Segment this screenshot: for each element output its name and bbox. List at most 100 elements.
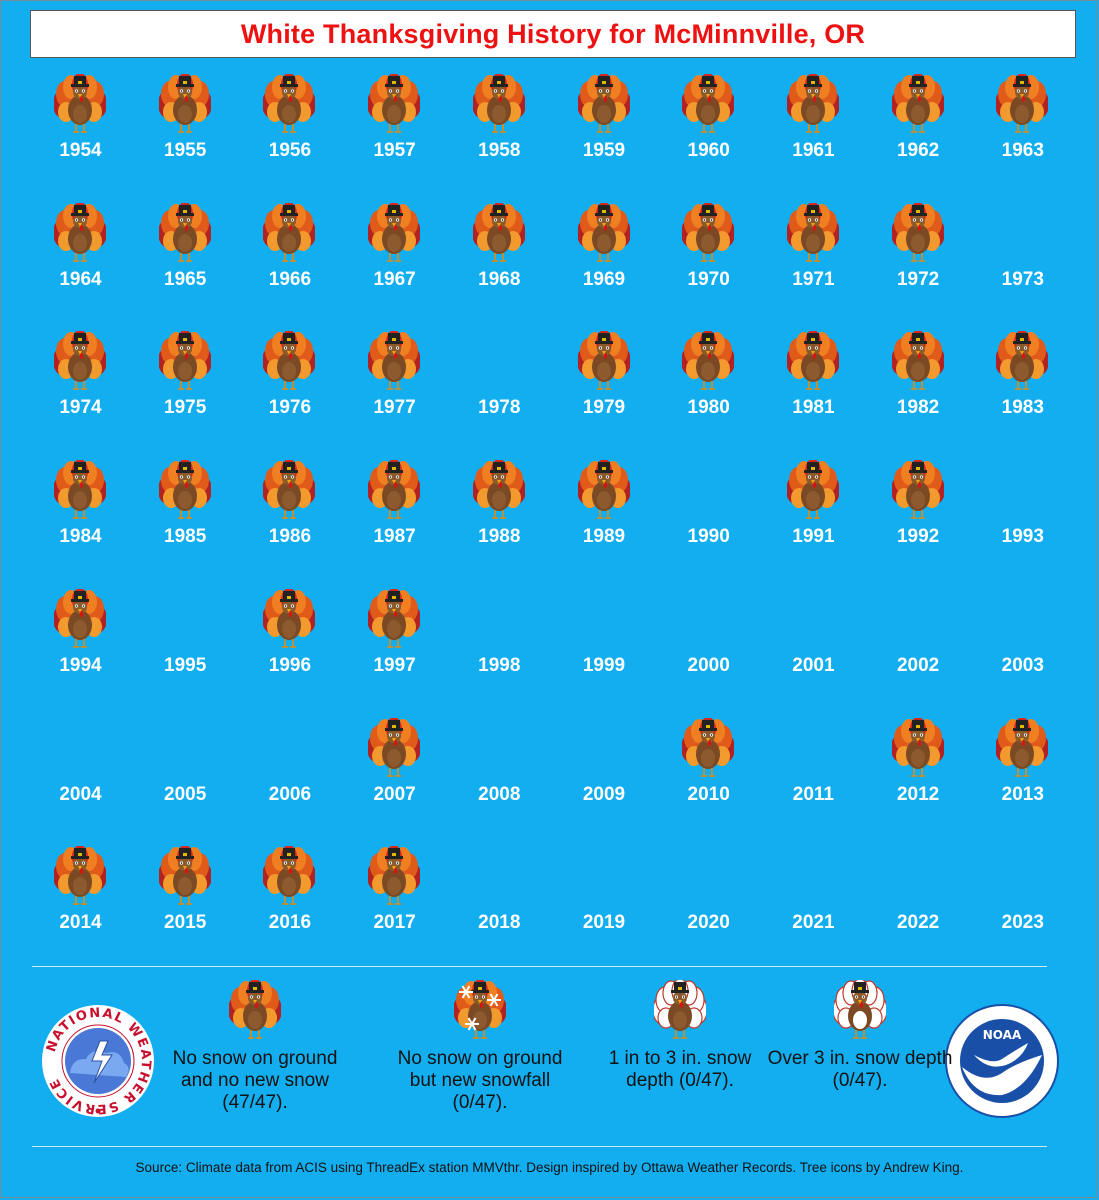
turkey-icon	[785, 459, 840, 520]
year-label: 1969	[582, 268, 626, 290]
year-cell: 2023	[970, 842, 1075, 970]
year-label: 1979	[582, 397, 626, 419]
turkey-icon	[785, 201, 840, 263]
turkey-icon	[262, 459, 317, 520]
turkey-icon	[890, 716, 945, 778]
year-label: 2014	[59, 912, 102, 934]
year-label: 1966	[268, 268, 312, 290]
year-cell: 1979	[552, 327, 657, 455]
year-cell: 1962	[866, 70, 971, 198]
year-cell: 2008	[447, 714, 552, 842]
noaa-logo-text: NOAA	[983, 1028, 1022, 1042]
year-cell: 1988	[447, 456, 552, 584]
year-cell: 1990	[656, 456, 761, 584]
year-label: 1989	[582, 526, 626, 548]
year-label: 2001	[792, 654, 835, 676]
turkey-icon	[576, 73, 631, 134]
year-cell: 1967	[342, 199, 447, 327]
year-label: 1985	[164, 526, 207, 548]
year-label: 2005	[164, 783, 207, 805]
year-label: 2000	[687, 654, 730, 676]
year-label: 1992	[896, 526, 940, 548]
year-cell: 1956	[237, 70, 342, 198]
year-label: 2003	[1001, 654, 1044, 676]
title-box: White Thanksgiving History for McMinnvil…	[30, 10, 1076, 58]
year-cell: 2013	[970, 714, 1075, 842]
turkey-icon	[471, 201, 526, 263]
turkey-icon	[995, 716, 1050, 778]
year-label: 1991	[792, 526, 835, 548]
year-cell: 1984	[28, 456, 133, 584]
turkey-icon	[785, 73, 840, 134]
legend-item: No snow on ground and no new snow (47/47…	[160, 979, 350, 1114]
legend-label: Over 3 in. snow depth (0/47).	[767, 1048, 953, 1091]
year-grid: 1954 1955 1956 1957 1958 1959 1960 1961 1962 1963…	[28, 70, 1078, 950]
year-label: 2012	[896, 783, 940, 805]
year-cell: 1976	[237, 327, 342, 455]
year-cell: 1958	[447, 70, 552, 198]
year-label: 1996	[268, 654, 312, 676]
year-label: 2004	[59, 783, 102, 805]
year-label: 1959	[582, 140, 626, 161]
turkey-icon	[576, 201, 631, 263]
year-cell: 1987	[342, 456, 447, 584]
year-cell: 1993	[970, 456, 1075, 584]
turkey-icon	[367, 201, 422, 263]
year-cell: 2016	[237, 842, 342, 970]
year-label: 2011	[792, 783, 834, 805]
legend-item: Over 3 in. snow depth (0/47).	[765, 978, 955, 1092]
year-cell: 1978	[447, 327, 552, 455]
year-label: 2009	[582, 783, 626, 805]
year-cell: 2006	[237, 714, 342, 842]
legend-label: 1 in to 3 in. snow depth (0/47).	[608, 1048, 752, 1091]
year-label: 1963	[1001, 140, 1044, 161]
year-label: 1967	[373, 268, 416, 290]
legend-label: No snow on ground but new snowfall (0/47…	[397, 1048, 563, 1113]
turkey-icon	[262, 587, 317, 649]
turkey-icon	[367, 845, 422, 906]
year-label: 1990	[687, 526, 730, 548]
year-label: 2020	[687, 912, 730, 934]
year-cell: 2018	[447, 842, 552, 970]
year-cell: 2005	[133, 714, 238, 842]
turkey-light-snow-icon	[652, 978, 708, 1040]
year-label: 1984	[59, 526, 102, 548]
turkey-icon	[367, 459, 422, 520]
turkey-icon	[53, 330, 107, 391]
year-cell: 2004	[28, 714, 133, 842]
turkey-icon	[367, 716, 422, 778]
turkey-icon	[262, 330, 317, 391]
turkey-icon	[53, 73, 107, 134]
year-label: 1987	[373, 526, 416, 548]
year-cell: 2020	[656, 842, 761, 970]
turkey-icon	[890, 73, 945, 134]
turkey-snowflake-icon	[453, 979, 507, 1040]
year-cell: 2012	[866, 714, 971, 842]
turkey-icon	[53, 459, 107, 520]
year-cell: 1986	[237, 456, 342, 584]
turkey-icon	[228, 979, 282, 1040]
turkey-icon	[681, 201, 736, 263]
turkey-icon	[53, 201, 107, 263]
top-divider	[32, 966, 1047, 967]
year-label: 1977	[373, 397, 416, 419]
year-cell: 1999	[552, 585, 657, 713]
year-label: 2013	[1001, 783, 1044, 805]
year-label: 1956	[268, 140, 312, 161]
year-cell: 1977	[342, 327, 447, 455]
year-cell: 2007	[342, 714, 447, 842]
year-label: 1978	[478, 397, 521, 419]
year-cell: 1971	[761, 199, 866, 327]
year-cell: 2019	[552, 842, 657, 970]
year-label: 2006	[268, 783, 312, 805]
legend-item: 1 in to 3 in. snow depth (0/47).	[585, 978, 775, 1092]
year-label: 1982	[896, 397, 940, 419]
year-cell: 2021	[761, 842, 866, 970]
year-cell: 1996	[237, 585, 342, 713]
year-cell: 1957	[342, 70, 447, 198]
year-label: 1998	[478, 654, 521, 676]
year-label: 1988	[478, 526, 521, 548]
turkey-icon	[681, 330, 736, 391]
year-cell: 2002	[866, 585, 971, 713]
